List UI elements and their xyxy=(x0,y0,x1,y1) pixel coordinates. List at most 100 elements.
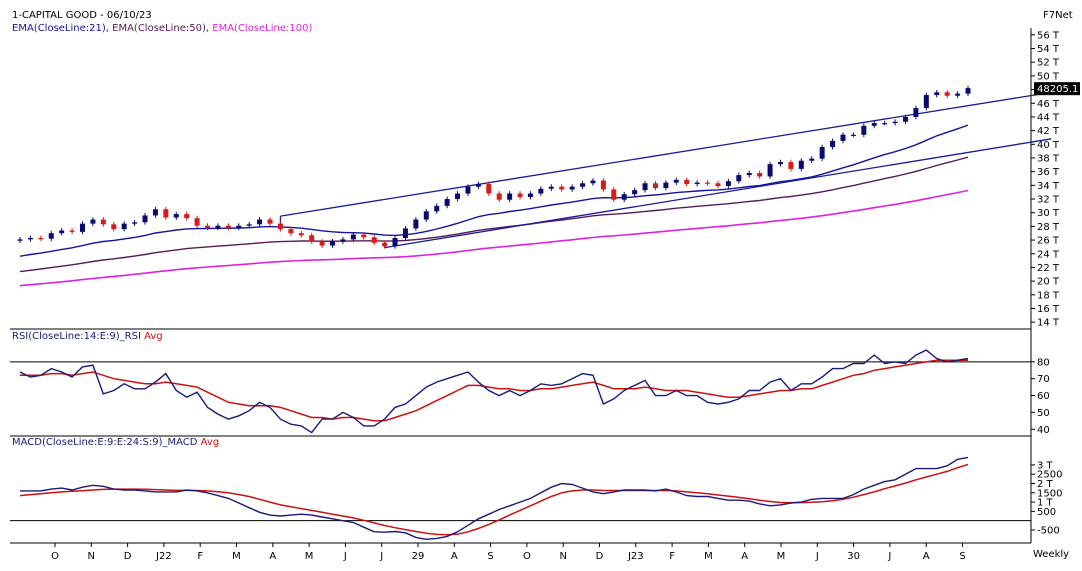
candle-body xyxy=(371,237,377,243)
timeframe-label: Weekly xyxy=(1033,549,1070,560)
rsi-avg-label: Avg xyxy=(144,331,163,342)
candle-body xyxy=(288,229,294,234)
ema-legend-sep: , xyxy=(105,23,113,34)
candle-body xyxy=(507,193,513,200)
candle-body xyxy=(90,219,96,224)
x-tick-label: J23 xyxy=(627,551,644,562)
x-tick-label: 30 xyxy=(847,551,860,562)
candle-body xyxy=(48,233,54,239)
ema50-legend: EMA(CloseLine:50) xyxy=(112,23,206,34)
price-tick-label: 28 T xyxy=(1037,222,1060,233)
price-tick-label: 46 T xyxy=(1037,99,1060,110)
candle-body xyxy=(257,219,263,225)
price-tick-label: 24 T xyxy=(1037,249,1060,260)
macd-panel xyxy=(10,456,1031,541)
x-tick-label: F xyxy=(669,551,675,562)
candle-body xyxy=(559,186,565,190)
chart-title: 1-CAPITAL GOOD - 06/10/23 xyxy=(12,10,152,21)
ema21-legend: EMA(CloseLine:21) xyxy=(12,23,106,34)
price-tick-label: 30 T xyxy=(1037,208,1060,219)
price-tick-label: 42 T xyxy=(1037,126,1060,137)
candle-body xyxy=(444,199,450,206)
candle-body xyxy=(642,183,648,191)
candle-body xyxy=(350,234,356,240)
x-tick-label: J xyxy=(379,551,383,562)
price-tick-label: 36 T xyxy=(1037,167,1060,178)
candle-body xyxy=(215,225,221,228)
candle-body xyxy=(132,222,138,224)
candle-body xyxy=(892,121,898,124)
x-tick-label: M xyxy=(232,551,241,562)
candle-body xyxy=(455,193,461,200)
candle-body xyxy=(194,218,200,226)
candle-body xyxy=(673,179,679,183)
candle-body xyxy=(298,233,304,236)
candle-body xyxy=(277,223,283,230)
price-tick-label: 22 T xyxy=(1037,263,1060,274)
last-price-label: 48205.1 xyxy=(1037,84,1078,95)
macd-tick-label: 2500 xyxy=(1037,470,1062,481)
x-tick-label: A xyxy=(269,551,276,562)
candle-body xyxy=(569,186,575,190)
macd-avg-line xyxy=(19,463,969,536)
candle-body xyxy=(965,88,971,94)
macd-avg-label: Avg xyxy=(200,437,220,448)
candle-body xyxy=(152,209,158,216)
macd-line xyxy=(20,456,969,541)
candle-body xyxy=(527,193,533,197)
ema50-line xyxy=(19,156,969,273)
price-tick-label: 20 T xyxy=(1037,277,1060,288)
x-tick-label: F xyxy=(197,551,203,562)
price-tick-label: 16 T xyxy=(1037,304,1060,315)
price-tick-label: 38 T xyxy=(1037,153,1060,164)
ema21-line xyxy=(19,124,969,257)
candle-body xyxy=(600,180,606,190)
candle-body xyxy=(434,205,440,212)
candle-body xyxy=(882,123,888,125)
candle-body xyxy=(330,241,336,246)
x-tick-label: J xyxy=(815,551,819,562)
candle-body xyxy=(652,183,658,189)
candle-body xyxy=(944,92,950,96)
x-tick-label: N xyxy=(559,551,566,562)
candle-body xyxy=(632,190,638,195)
candle-body xyxy=(871,123,877,126)
ema100-legend: EMA(CloseLine:100) xyxy=(212,23,313,34)
candle-body xyxy=(413,219,419,229)
candle-body xyxy=(69,230,75,232)
candle-body xyxy=(705,182,711,184)
rsi-panel xyxy=(10,349,1031,434)
candle-body xyxy=(475,183,481,187)
candle-body xyxy=(621,194,627,200)
candle-body xyxy=(913,108,919,117)
x-tick-label: N xyxy=(88,551,95,562)
rsi-line xyxy=(19,349,969,434)
macd-label: MACD(CloseLine:E:9:E:24:S:9)_MACD xyxy=(12,437,198,448)
price-tick-label: 54 T xyxy=(1037,44,1060,55)
candle-body xyxy=(59,230,65,234)
macd-tick-label: -500 xyxy=(1037,525,1060,536)
macd-tick-label: 1500 xyxy=(1037,488,1062,499)
candle-body xyxy=(423,211,429,220)
candle-body xyxy=(402,228,408,239)
last-price-badge xyxy=(1034,82,1080,96)
x-tick-label: M xyxy=(305,551,314,562)
candle-body xyxy=(715,183,721,187)
candle-body xyxy=(382,242,388,247)
x-tick-label: M xyxy=(704,551,713,562)
x-tick-label: D xyxy=(124,551,132,562)
price-tick-label: 14 T xyxy=(1037,318,1060,329)
candle-body xyxy=(392,238,398,247)
candle-body xyxy=(694,182,700,184)
frame-lines xyxy=(10,28,1032,544)
x-tick-label: A xyxy=(741,551,748,562)
candle-body xyxy=(17,239,23,241)
x-tick-label: O xyxy=(523,551,531,562)
candle-body xyxy=(955,93,961,96)
rsi-avg-line xyxy=(20,359,968,422)
candle-body xyxy=(798,160,804,169)
macd-legend: MACD(CloseLine:E:9:E:24:S:9)_MACD Avg xyxy=(12,437,219,448)
price-tick-label: 40 T xyxy=(1037,140,1060,151)
x-tick-label: J22 xyxy=(155,551,172,562)
